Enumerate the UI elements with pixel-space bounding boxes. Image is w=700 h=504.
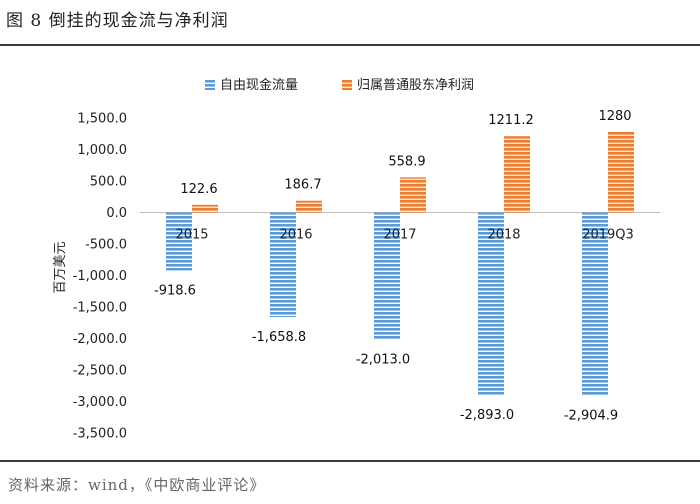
data-label: 122.6 xyxy=(180,182,217,197)
y-tick-label: 1,500.0 xyxy=(77,112,127,127)
legend: 自由现金流量 归属普通股东净利润 xyxy=(205,77,474,93)
x-category-label: 2019Q3 xyxy=(582,228,634,243)
y-tick-label: 500.0 xyxy=(90,175,127,190)
legend-label-1: 归属普通股东净利润 xyxy=(357,78,474,93)
y-tick-label: -2,500.0 xyxy=(73,364,127,379)
data-label: -918.6 xyxy=(154,283,196,298)
y-axis-title: 百万美元 xyxy=(53,241,68,293)
x-category-label: 2017 xyxy=(383,228,416,243)
bar-1-2015 xyxy=(192,204,218,213)
bar-chart: 自由现金流量 归属普通股东净利润 1,500.0 1,000.0 500.0 0.0 -5… xyxy=(53,77,660,442)
y-tick-label: -1,000.0 xyxy=(73,269,127,284)
source-note: 资料来源：wind，《中欧商业评论》 xyxy=(8,476,266,494)
data-label: -2,904.9 xyxy=(564,409,618,424)
data-label: 186.7 xyxy=(284,178,321,193)
data-label: -2,893.0 xyxy=(460,408,514,423)
data-label: 1280 xyxy=(598,109,631,124)
x-category-label: 2015 xyxy=(175,228,208,243)
y-axis: 1,500.0 1,000.0 500.0 0.0 -500.0 -1,000.0 -1,5… xyxy=(53,112,660,442)
bar-1-2016 xyxy=(296,200,322,213)
y-tick-label: -1,500.0 xyxy=(73,301,127,316)
data-label: 558.9 xyxy=(388,154,425,169)
bar-1-2017 xyxy=(400,177,426,213)
y-tick-label: -3,000.0 xyxy=(73,395,127,410)
bar-1-2019Q3 xyxy=(608,131,634,213)
data-label: -2,013.0 xyxy=(356,352,410,367)
bar-0-2015 xyxy=(166,212,192,271)
bar-0-2016 xyxy=(270,212,296,318)
y-tick-label: -3,500.0 xyxy=(73,427,127,442)
x-axis-categories: 2015 2016 2017 2018 2019Q3 xyxy=(175,228,633,243)
bar-1-2018 xyxy=(504,136,530,213)
bottom-rule xyxy=(0,460,700,462)
bar-0-2017 xyxy=(374,212,400,340)
data-label: 1211.2 xyxy=(488,113,534,128)
legend-swatch-0 xyxy=(205,80,215,90)
top-rule xyxy=(0,44,700,46)
legend-swatch-1 xyxy=(342,80,352,90)
y-tick-label: 0.0 xyxy=(106,206,127,221)
y-tick-label: 1,000.0 xyxy=(77,143,127,158)
legend-label-0: 自由现金流量 xyxy=(220,77,298,93)
bar-0-2019Q3 xyxy=(582,212,608,396)
bar-0-2018 xyxy=(478,212,504,395)
bars xyxy=(166,131,634,396)
data-label: -1,658.8 xyxy=(252,330,306,345)
y-tick-label: -2,000.0 xyxy=(73,332,127,347)
y-tick-label: -500.0 xyxy=(85,238,127,253)
data-labels: -918.6 122.6 -1,658.8 186.7 -2,013.0 558.9 -2,… xyxy=(154,109,632,424)
figure-title: 图 8 倒挂的现金流与净利润 xyxy=(6,11,229,31)
x-category-label: 2016 xyxy=(279,228,312,243)
x-category-label: 2018 xyxy=(487,228,520,243)
